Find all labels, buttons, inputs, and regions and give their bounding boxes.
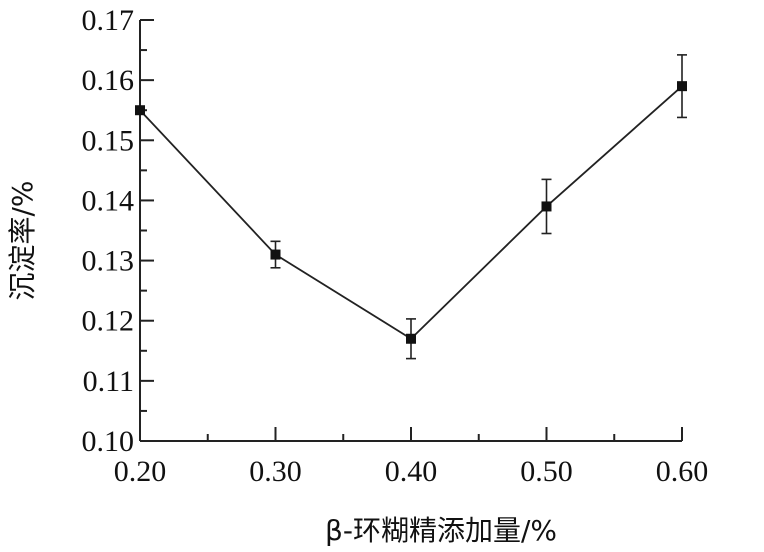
y-tick-label: 0.17 xyxy=(82,4,135,37)
data-point xyxy=(135,105,145,116)
data-point xyxy=(406,333,416,344)
y-tick-label: 0.10 xyxy=(82,425,135,458)
x-axis-title: β-环糊精添加量/% xyxy=(325,514,557,547)
y-tick-label: 0.12 xyxy=(82,305,135,338)
y-tick-label: 0.14 xyxy=(82,184,135,217)
tick-group: 0.10 0.11 0.12 0.13 0.14 0.15 0.16 0.17 0.20 0.30… xyxy=(82,4,709,488)
x-tick-label: 0.40 xyxy=(385,455,438,488)
plot-area xyxy=(135,54,687,360)
x-tick-label: 0.30 xyxy=(249,455,302,488)
y-tick-label: 0.15 xyxy=(82,124,135,157)
data-point xyxy=(270,249,281,260)
y-tick-label: 0.16 xyxy=(82,64,135,97)
data-point xyxy=(677,81,687,92)
y-tick-label: 0.11 xyxy=(83,365,134,398)
y-tick-label: 0.13 xyxy=(82,245,135,278)
y-axis-title: 沉淀率/% xyxy=(6,180,39,300)
axes xyxy=(139,20,682,442)
x-tick-label: 0.60 xyxy=(656,455,709,488)
x-tick-label: 0.50 xyxy=(520,455,573,488)
data-point xyxy=(541,201,552,212)
series-line xyxy=(139,85,683,340)
x-tick-label: 0.20 xyxy=(114,455,167,488)
